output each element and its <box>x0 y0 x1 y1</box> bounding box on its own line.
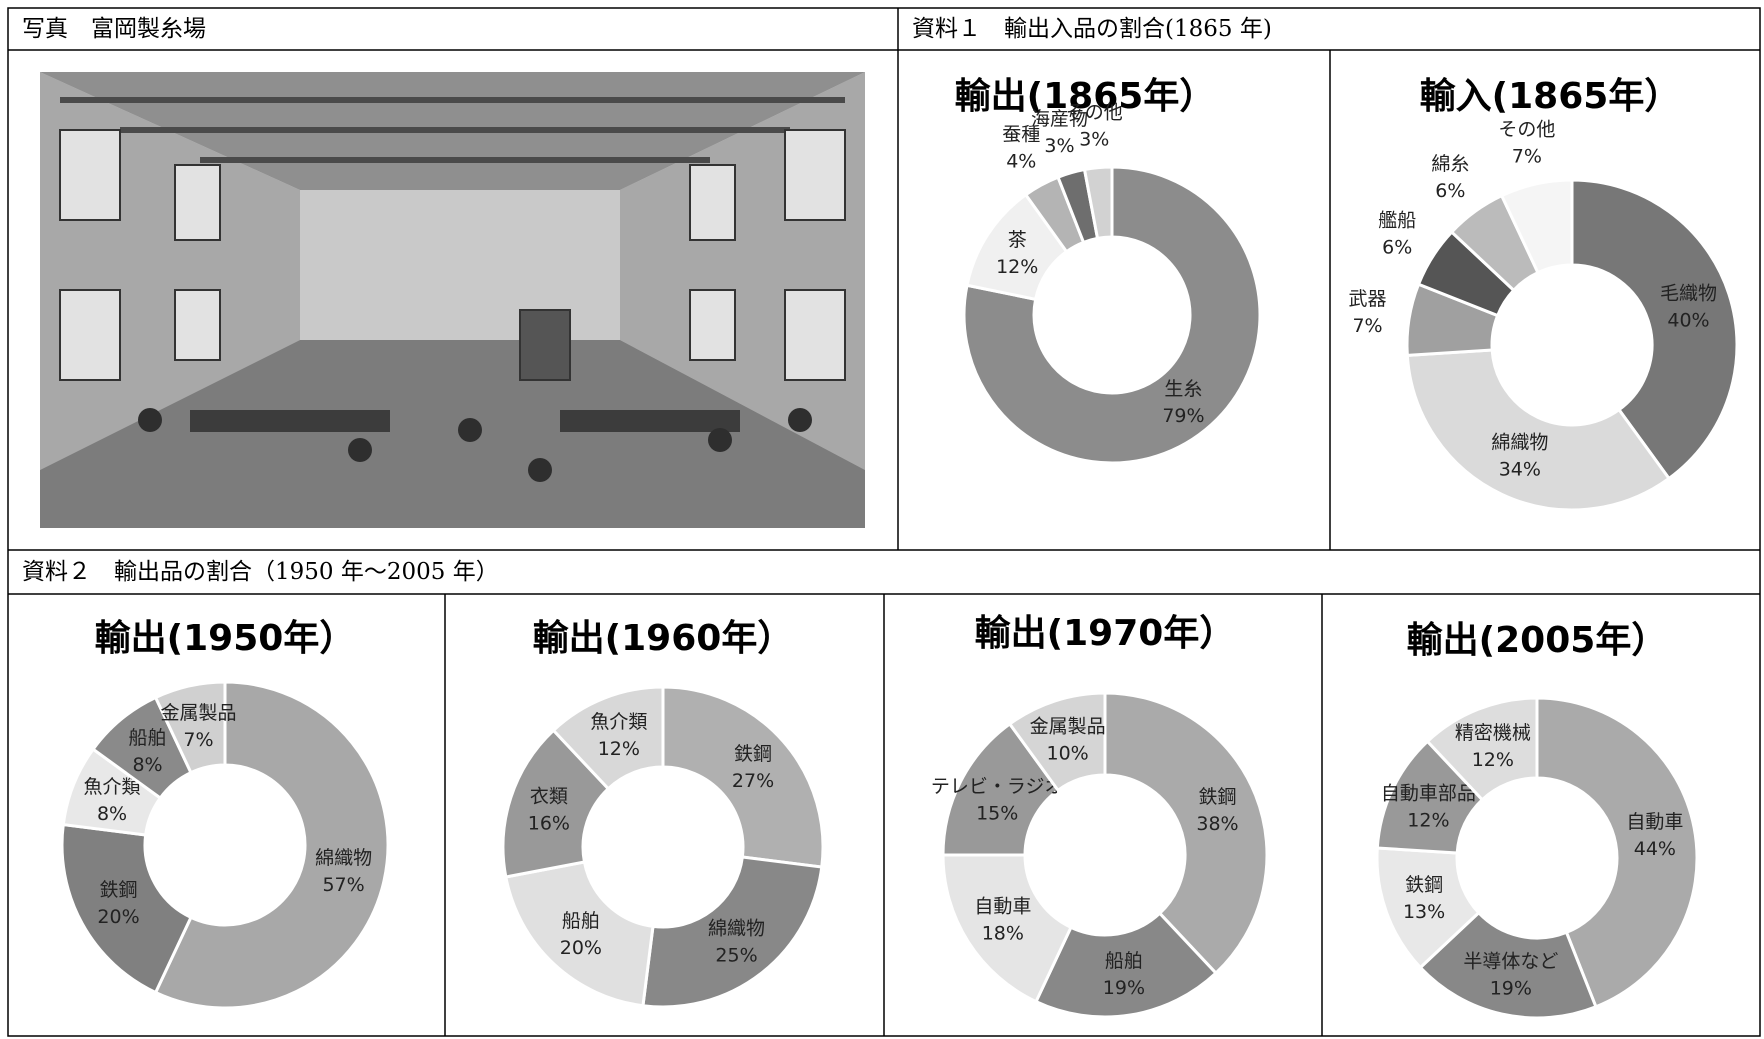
slice-label: 鉄鋼 <box>1405 874 1443 896</box>
slice-label: 綿糸 <box>1431 153 1469 175</box>
slice-label: 精密機械 <box>1455 722 1531 744</box>
chart-title: 輸出(2005年） <box>1407 620 1668 661</box>
slice-label: 半導体など <box>1463 951 1558 973</box>
value-label: 20% <box>97 906 139 928</box>
slice-label: テレビ・ラジオ <box>931 776 1064 798</box>
value-label: 79% <box>1162 405 1204 427</box>
slice-label: 茶 <box>1008 229 1027 251</box>
value-label: 34% <box>1499 458 1541 480</box>
slice-label: 武器 <box>1349 288 1387 310</box>
slice-label: 金属製品 <box>160 702 236 724</box>
value-label: 8% <box>132 754 162 776</box>
slice-label: 金属製品 <box>1030 715 1106 737</box>
document: 写真 富岡製糸場 資料１ 輸出入品の割合(1865 年) 資料２ 輸出品の割合（… <box>0 0 1764 1039</box>
chart-title: 輸出(1950年） <box>95 618 356 659</box>
slice-label: 衣類 <box>530 785 568 807</box>
value-label: 7% <box>183 729 213 751</box>
value-label: 6% <box>1382 237 1412 259</box>
value-label: 12% <box>996 256 1038 278</box>
slice-label: 魚介類 <box>590 711 647 733</box>
value-label: 40% <box>1667 310 1709 332</box>
value-label: 8% <box>97 803 127 825</box>
slice-label: その他 <box>1066 101 1123 123</box>
value-label: 15% <box>976 803 1018 825</box>
slice-label: 鉄鋼 <box>734 743 772 765</box>
donut-slice <box>506 862 653 1006</box>
cell-title: 写真 富岡製糸場 <box>22 16 206 42</box>
value-label: 4% <box>1006 151 1036 173</box>
slice-label: 綿織物 <box>708 917 765 939</box>
chart-title: 輸出(1960年） <box>533 618 794 659</box>
value-label: 13% <box>1403 901 1445 923</box>
chart-title: 輸出(1970年） <box>975 613 1236 654</box>
value-label: 16% <box>528 812 570 834</box>
value-label: 44% <box>1634 838 1676 860</box>
slice-label: 生糸 <box>1164 378 1202 400</box>
chart-title: 輸入(1865年） <box>1420 76 1681 117</box>
value-label: 27% <box>732 770 774 792</box>
slice-label: 艦船 <box>1378 210 1416 232</box>
value-label: 12% <box>1472 749 1514 771</box>
slice-label: 船舶 <box>1105 950 1143 972</box>
value-label: 10% <box>1046 742 1088 764</box>
cell-title: 資料２ 輸出品の割合（1950 年～2005 年） <box>22 559 499 585</box>
value-label: 57% <box>322 874 364 896</box>
cell-title: 資料１ 輸出入品の割合(1865 年) <box>912 16 1272 42</box>
slice-label: 船舶 <box>562 910 600 932</box>
value-label: 3% <box>1044 135 1074 157</box>
slice-label: 自動車 <box>974 895 1031 917</box>
value-label: 25% <box>715 944 757 966</box>
page: 写真 富岡製糸場 資料１ 輸出入品の割合(1865 年) 資料２ 輸出品の割合（… <box>0 0 1764 1039</box>
value-label: 12% <box>598 738 640 760</box>
slice-label: 船舶 <box>129 727 167 749</box>
slice-label: 自動車 <box>1626 811 1683 833</box>
slice-label: 綿織物 <box>1491 431 1548 453</box>
value-label: 3% <box>1079 128 1109 150</box>
value-label: 38% <box>1196 813 1238 835</box>
value-label: 19% <box>1103 977 1145 999</box>
slice-label: その他 <box>1498 118 1555 140</box>
slice-label: 自動車部品 <box>1381 782 1476 804</box>
value-label: 7% <box>1512 145 1542 167</box>
value-label: 7% <box>1352 315 1382 337</box>
value-label: 12% <box>1407 809 1449 831</box>
value-label: 6% <box>1435 180 1465 202</box>
slice-label: 毛織物 <box>1660 283 1717 305</box>
value-label: 19% <box>1490 978 1532 1000</box>
factory-photo <box>40 72 865 528</box>
slice-label: 綿織物 <box>315 847 372 869</box>
value-label: 18% <box>982 922 1024 944</box>
slice-label: 鉄鋼 <box>100 879 138 901</box>
slice-label: 鉄鋼 <box>1198 786 1236 808</box>
value-label: 20% <box>560 937 602 959</box>
donut-slice <box>1407 350 1669 510</box>
